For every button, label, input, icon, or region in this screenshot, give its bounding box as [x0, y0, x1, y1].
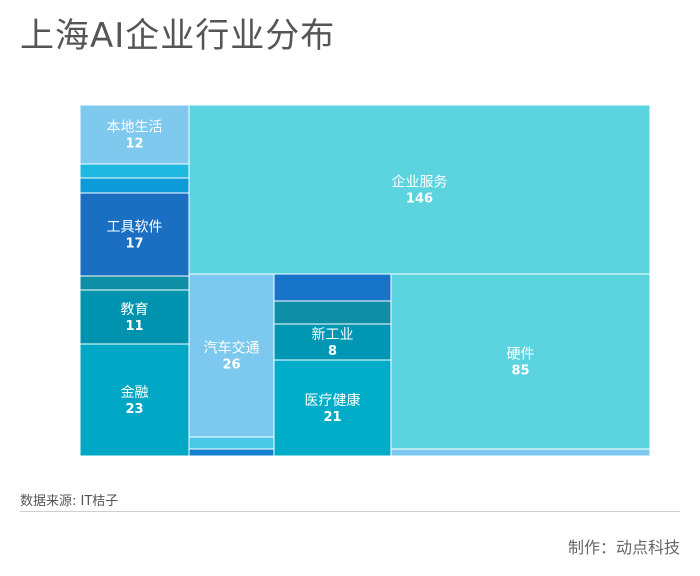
- treemap-tile-unlabeled: [79, 275, 190, 291]
- treemap-tile-unlabeled: [79, 177, 190, 194]
- treemap-tile-unlabeled-group: [273, 273, 392, 302]
- treemap-tile-unlabeled: [79, 163, 190, 179]
- tile-rect: [79, 343, 190, 457]
- treemap-tile-unlabeled-group: [188, 436, 275, 450]
- tile-rect: [79, 192, 190, 277]
- treemap-tile-unlabeled-group: [390, 448, 651, 457]
- tile-value: 26: [222, 358, 240, 373]
- tile-rect: [390, 273, 651, 450]
- tile-rect: [273, 323, 392, 361]
- data-source: 数据来源: IT桔子: [20, 494, 119, 509]
- treemap-tile-unlabeled: [390, 448, 651, 457]
- treemap-tile-unlabeled: [188, 448, 275, 457]
- tile-value: 17: [125, 237, 143, 252]
- tile-label: 新工业: [312, 327, 354, 343]
- treemap-tile-unlabeled-group: [188, 448, 275, 457]
- tile-label: 本地生活: [107, 120, 163, 136]
- tile-label: 教育: [121, 302, 149, 318]
- credit-text: 制作：动点科技: [567, 538, 680, 557]
- tile-value: 21: [323, 410, 341, 425]
- tile-value: 12: [125, 137, 143, 152]
- tile-label: 硬件: [507, 347, 535, 363]
- chart-title: 上海AI企业行业分布: [20, 16, 336, 56]
- tile-value: 23: [125, 402, 143, 417]
- tile-rect: [188, 273, 275, 438]
- tile-value: 11: [125, 319, 143, 334]
- treemap-tile-unlabeled-group: [79, 177, 190, 194]
- tile-label: 企业服务: [392, 174, 448, 191]
- treemap-tile-unlabeled: [273, 300, 392, 325]
- tile-rect: [188, 104, 651, 275]
- tile-label: 医疗健康: [305, 392, 361, 409]
- tile-label: 汽车交通: [204, 340, 260, 357]
- treemap-tile-unlabeled-group: [273, 300, 392, 325]
- tile-value: 146: [406, 192, 433, 207]
- treemap-tile-unlabeled-group: [79, 275, 190, 291]
- divider: [20, 511, 680, 512]
- treemap-tile-unlabeled: [273, 273, 392, 302]
- tile-rect: [79, 289, 190, 345]
- tile-label: 金融: [121, 385, 149, 401]
- tile-rect: [273, 359, 392, 457]
- treemap-tile-unlabeled: [188, 436, 275, 450]
- tile-label: 工具软件: [107, 220, 163, 236]
- tile-value: 8: [328, 344, 337, 359]
- tile-value: 85: [511, 364, 529, 379]
- treemap-tile-unlabeled-group: [79, 163, 190, 179]
